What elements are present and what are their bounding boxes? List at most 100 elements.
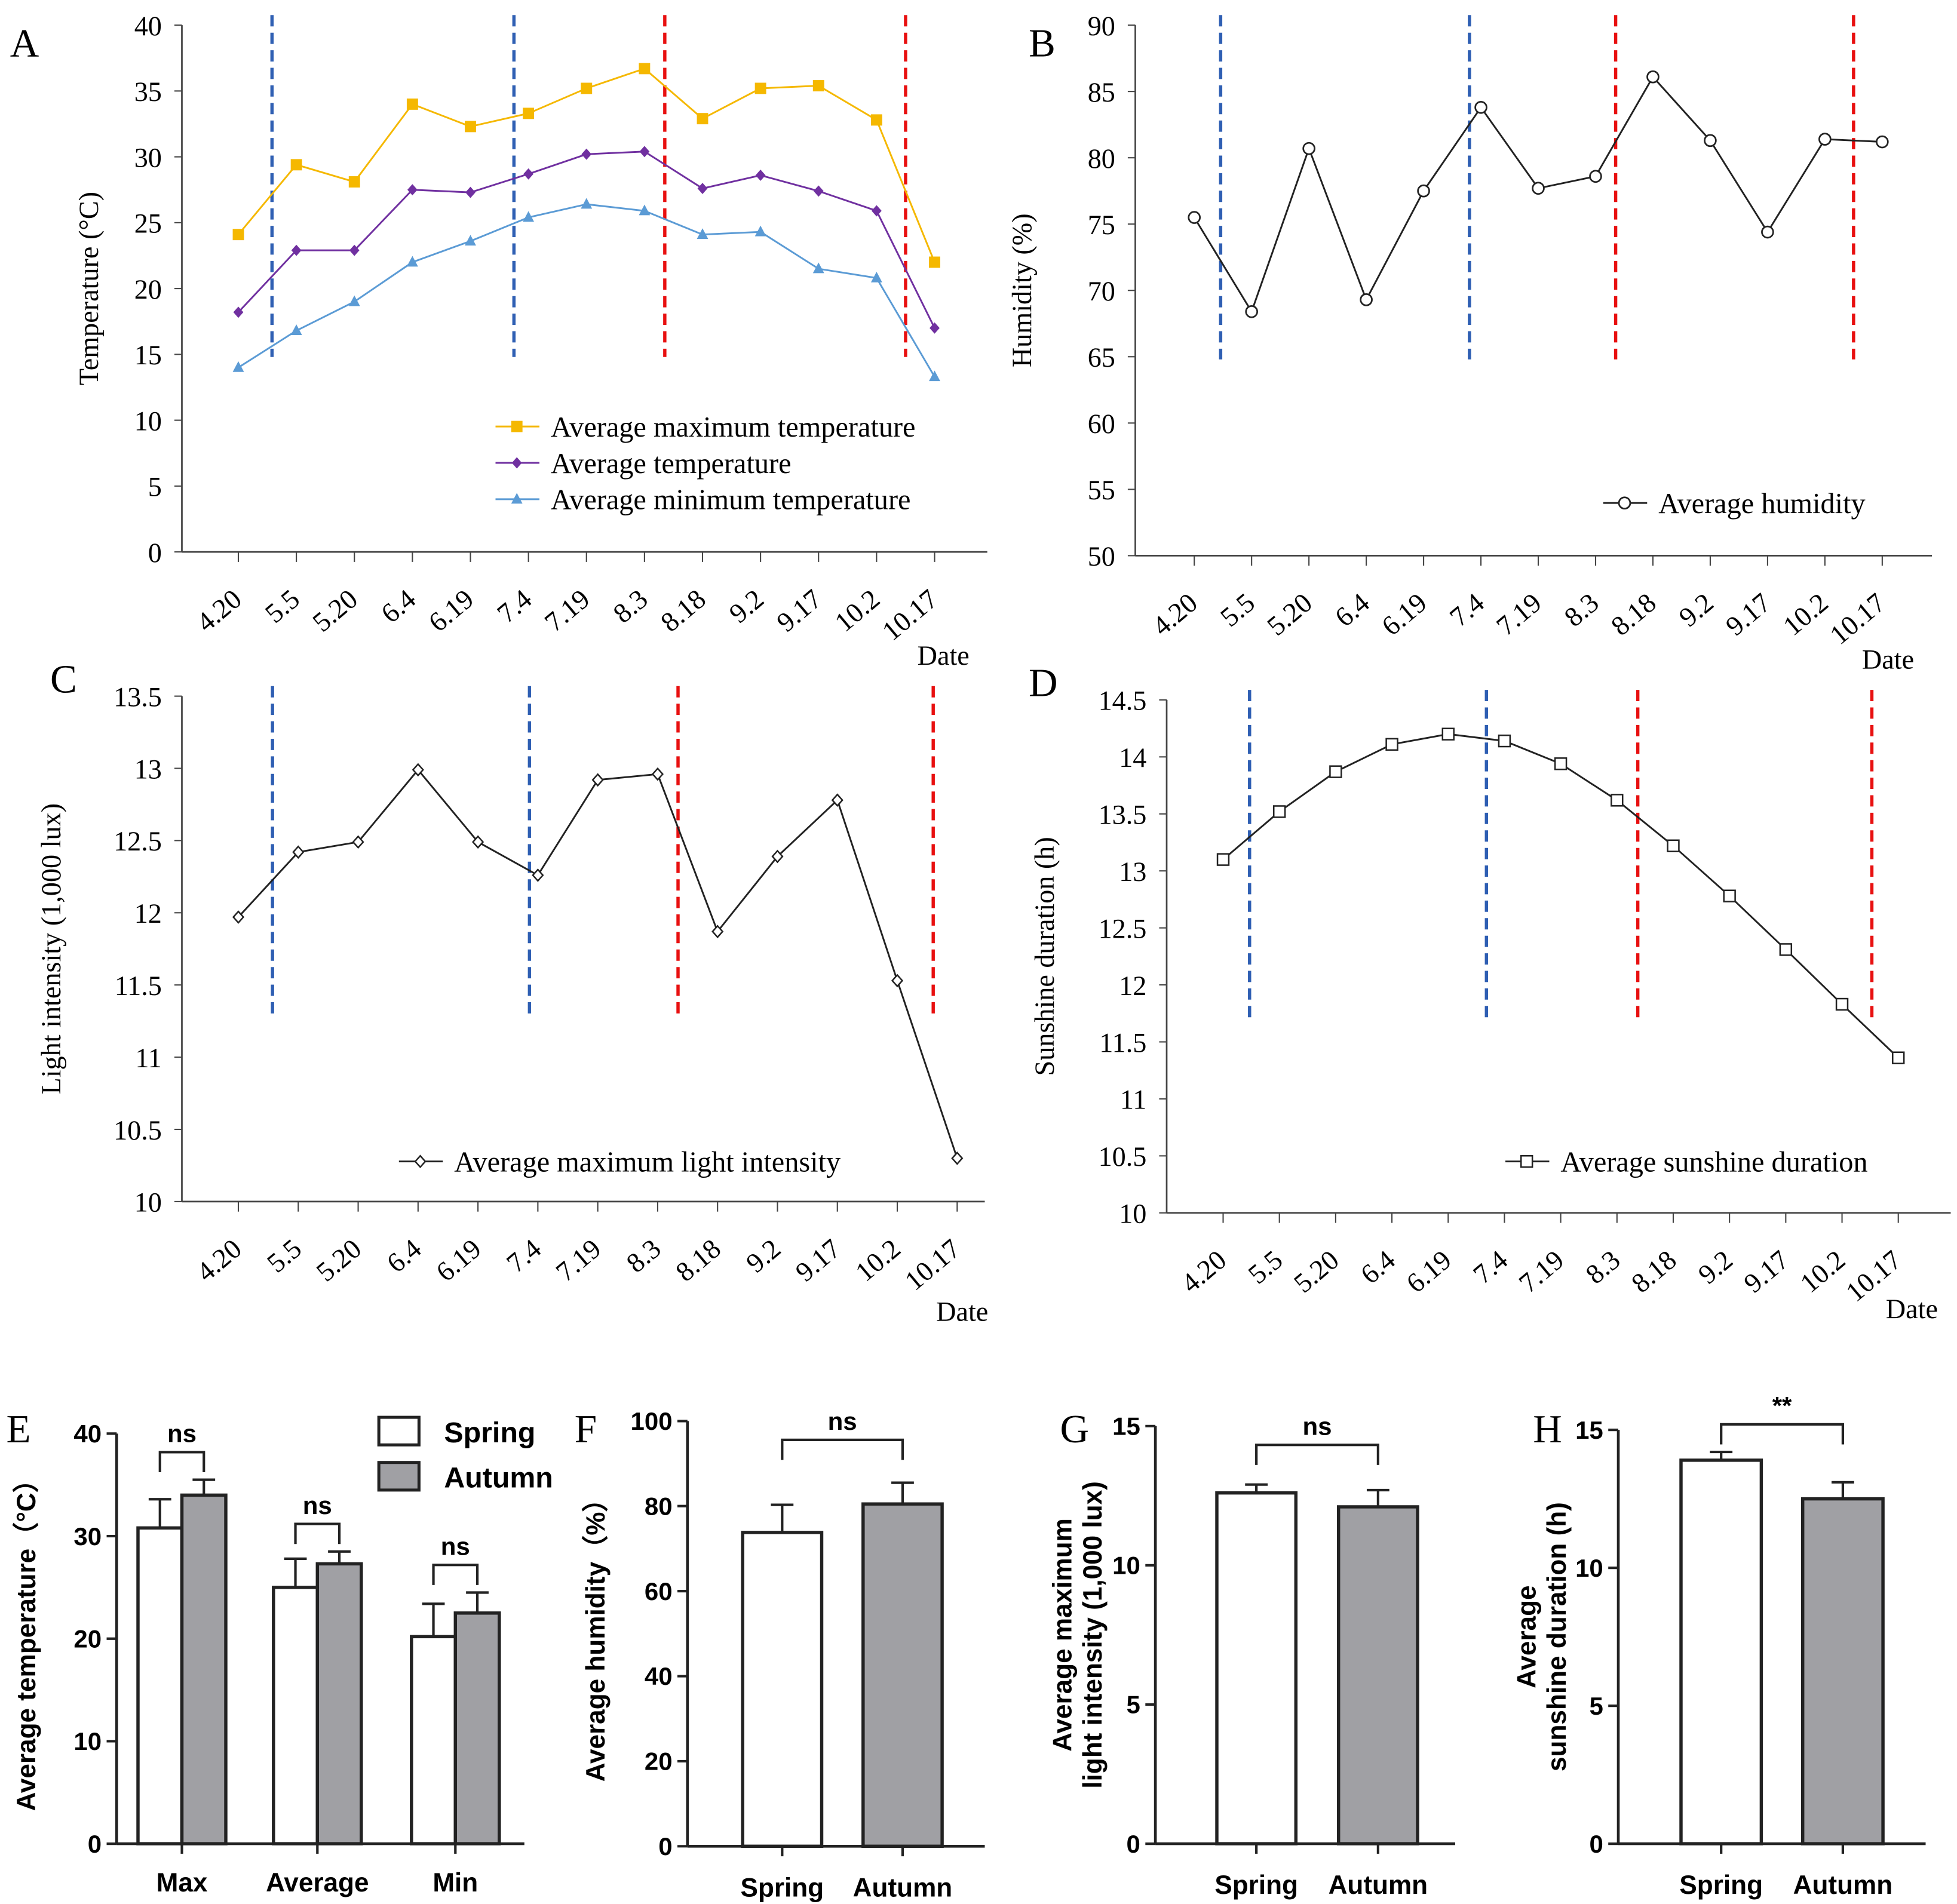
y-tick-label: 15 <box>134 340 162 370</box>
y-tick-label: 55 <box>1088 475 1115 505</box>
data-point <box>1589 170 1602 183</box>
data-point <box>581 148 592 160</box>
legend-marker <box>1618 496 1631 510</box>
x-tick-label: 7.4 <box>491 584 537 629</box>
x-tick-label: 5.20 <box>1288 1244 1345 1298</box>
y-axis-title: Temperature (°C) <box>73 192 104 385</box>
panel-g: G 0 5 10 15 Average maximum light intensity (1… <box>1048 1406 1455 1900</box>
panel-e: E 0 10 20 30 40 Average temperature（°C） Max ns Av… <box>7 1406 553 1897</box>
x-tick-label: 8.18 <box>1625 1244 1682 1298</box>
legend-marker <box>1520 1154 1533 1168</box>
y-tick-label: 15 <box>1112 1412 1140 1441</box>
bar <box>410 1635 458 1845</box>
y-tick-label: 13 <box>134 754 162 784</box>
x-tick-label: 7.19 <box>1513 1244 1570 1298</box>
y-tick-label: 15 <box>1575 1416 1603 1444</box>
x-tick-label: 7.4 <box>1467 1244 1513 1289</box>
y-tick-label: 20 <box>134 274 162 305</box>
x-axis-title: Date <box>918 640 970 671</box>
series-line <box>237 768 958 1159</box>
x-tick-label: 9.17 <box>771 584 827 638</box>
data-point <box>1667 839 1680 852</box>
data-point <box>1835 997 1849 1011</box>
y-tick-label: 10 <box>1112 1552 1140 1580</box>
x-tick-label: Average <box>266 1868 369 1897</box>
data-point <box>697 183 708 194</box>
y-tick-label: 0 <box>148 538 162 568</box>
y-tick-label: 11 <box>1120 1085 1146 1115</box>
x-tick-label: 4.20 <box>191 1233 247 1287</box>
panel-h: H 0 5 10 15 Average sunshine duration (h) Sprin… <box>1512 1392 1926 1900</box>
x-tick-label: Autumn <box>853 1873 953 1902</box>
x-tick-label: 10.17 <box>876 584 943 647</box>
data-point <box>813 185 824 197</box>
panel-label: D <box>1029 661 1058 705</box>
data-point <box>1532 182 1545 195</box>
data-point <box>1704 134 1717 148</box>
data-point <box>523 108 535 119</box>
series-line <box>238 203 935 377</box>
x-tick-label: 7.4 <box>1444 587 1490 632</box>
x-tick-label: 9.17 <box>1738 1244 1795 1298</box>
x-tick-label: 7.19 <box>550 1233 607 1287</box>
data-point <box>465 186 476 198</box>
x-tick-label: 10.17 <box>899 1233 966 1296</box>
data-point <box>1876 135 1889 149</box>
data-point <box>523 211 535 222</box>
data-point <box>348 176 360 188</box>
y-tick-label: 40 <box>134 11 162 41</box>
panel-label: F <box>575 1406 597 1451</box>
x-tick-label: 6.4 <box>1355 1244 1401 1289</box>
data-point <box>755 170 766 181</box>
data-point <box>406 98 418 110</box>
y-tick-label: 5 <box>148 472 162 502</box>
y-axis-title: sunshine duration (h) <box>1542 1502 1572 1771</box>
data-point <box>292 845 305 859</box>
data-point <box>1360 293 1373 306</box>
bar <box>741 1531 824 1848</box>
y-axis-title: Average humidity（%） <box>581 1485 611 1782</box>
significance-bracket <box>1720 1423 1844 1445</box>
data-point <box>1611 794 1624 807</box>
x-tick-label: 6.4 <box>1329 587 1375 632</box>
panel-label: E <box>7 1406 31 1451</box>
y-axis-title: Average <box>1512 1585 1541 1688</box>
data-point <box>1245 305 1258 318</box>
bar <box>861 1502 944 1848</box>
data-point <box>1216 853 1230 866</box>
data-point <box>870 114 882 126</box>
data-point <box>348 295 360 306</box>
data-point <box>290 159 302 171</box>
legend-label: Average maximum light intensity <box>454 1147 841 1178</box>
data-point <box>290 324 302 336</box>
y-axis-title: Average temperature（°C） <box>12 1466 41 1811</box>
x-tick-label: 9.17 <box>790 1233 846 1287</box>
legend-swatch <box>377 1461 421 1492</box>
x-tick-label: 8.3 <box>1580 1244 1626 1289</box>
significance-bracket <box>294 1522 341 1544</box>
x-tick-label: 9.17 <box>1720 587 1777 641</box>
data-point <box>831 793 843 807</box>
panel-b: B 50 55 60 65 70 75 80 85 90 4.20 5.5 5.20 6.4 6.19 7.4… <box>1007 11 1932 674</box>
y-axis-title: Light intensity (1,000 lux) <box>36 803 66 1095</box>
data-point <box>532 868 544 882</box>
significance-bracket <box>158 1451 205 1473</box>
bar <box>1800 1497 1885 1845</box>
y-axis-title: Humidity (%) <box>1007 213 1037 367</box>
data-point <box>1474 100 1487 114</box>
legend-label: Average maximum temperature <box>551 411 916 443</box>
x-tick-label: 5.5 <box>259 584 305 629</box>
legend-marker <box>414 1154 427 1169</box>
y-axis-title: Average maximum <box>1048 1518 1077 1752</box>
x-tick-label: 4.20 <box>191 584 247 638</box>
data-point <box>1441 727 1455 741</box>
x-tick-label: 9.2 <box>1692 1244 1738 1289</box>
data-point <box>1272 805 1286 818</box>
y-tick-label: 12 <box>134 898 162 929</box>
x-tick-label: 10.2 <box>829 584 886 638</box>
x-tick-label: Spring <box>1679 1871 1763 1900</box>
y-tick-label: 13.5 <box>1099 800 1147 830</box>
y-tick-label: 10.5 <box>114 1115 162 1146</box>
y-tick-label: 20 <box>645 1748 673 1776</box>
x-tick-label: Autumn <box>1793 1871 1893 1900</box>
